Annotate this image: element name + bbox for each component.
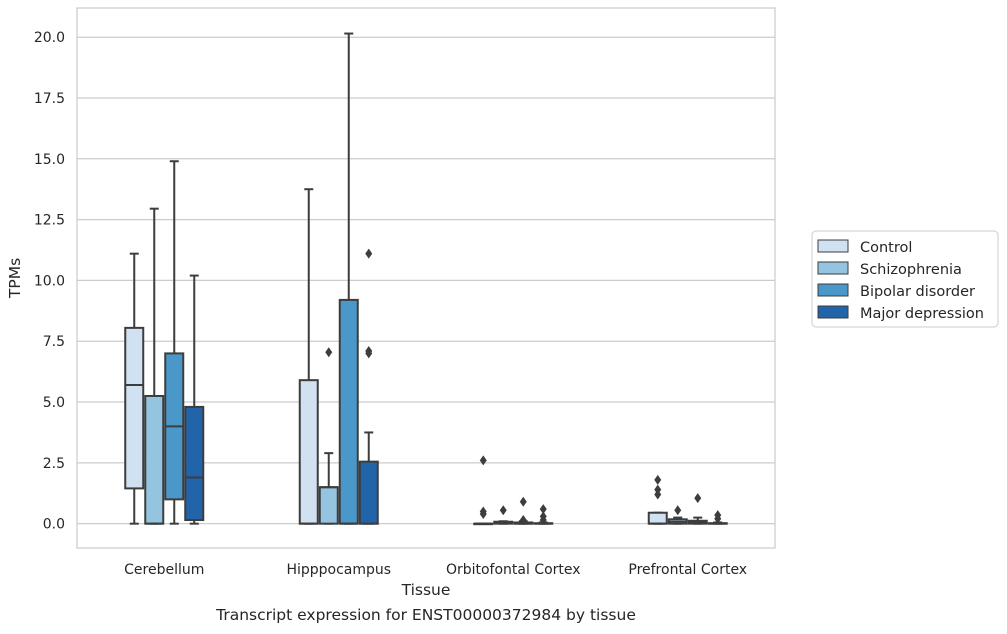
outlier-point <box>654 474 662 485</box>
box-iqr <box>318 486 339 525</box>
y-tick-label: 2.5 <box>43 456 65 472</box>
y-tick-labels: 0.0 2.5 5.0 7.5 10.0 12.5 15.0 17.5 20.0 <box>34 30 65 532</box>
box-bipolar-disorder <box>164 160 185 525</box>
x-tick-label: Prefrontal Cortex <box>628 562 747 578</box>
x-tick-label: Cerebellum <box>124 562 204 578</box>
legend-swatch <box>817 239 849 253</box>
outlier-point <box>365 248 373 259</box>
box-bipolar-disorder <box>513 496 534 526</box>
y-tick-label: 10.0 <box>34 273 65 289</box>
box-schizophrenia <box>667 505 688 525</box>
legend-swatch <box>817 261 849 275</box>
outlier-point <box>654 489 662 500</box>
x-axis-label: Tissue <box>401 581 451 599</box>
y-tick-label: 20.0 <box>34 30 65 46</box>
outlier-point <box>365 348 373 359</box>
box-schizophrenia <box>144 207 165 525</box>
y-tick-label: 0.0 <box>43 517 65 533</box>
outlier-point <box>519 515 527 526</box>
legend-frame <box>811 230 999 328</box>
box-control <box>473 455 494 526</box>
box-major-depression <box>184 274 205 525</box>
y-tick-label: 7.5 <box>43 334 65 350</box>
outlier-point <box>694 493 702 504</box>
box-iqr <box>358 460 379 525</box>
box-iqr <box>298 379 319 525</box>
outlier-point <box>479 455 487 466</box>
plot-frame <box>76 7 776 549</box>
y-axis-label: TPMs <box>6 258 24 299</box>
outlier-point <box>674 505 682 516</box>
legend-label: Control <box>860 240 912 256</box>
box-bipolar-disorder <box>338 32 359 525</box>
outlier-point <box>325 347 333 358</box>
legend-label: Bipolar disorder <box>860 284 975 300</box>
outlier-point <box>539 515 547 526</box>
x-tick-label: Orbitofontal Cortex <box>446 562 581 578</box>
box-control <box>647 474 668 525</box>
y-tick-label: 15.0 <box>34 152 65 168</box>
box-iqr <box>647 511 668 525</box>
box-iqr <box>144 394 165 525</box>
y-tick-label: 12.5 <box>34 213 65 229</box>
legend: Control Schizophrenia Bipolar disorder Majo… <box>811 230 999 328</box>
outlier-point <box>714 513 722 524</box>
box-iqr <box>184 405 205 522</box>
box-control <box>124 252 145 525</box>
y-tick-label: 17.5 <box>34 91 65 107</box>
box-schizophrenia <box>493 505 514 525</box>
x-tick-label: Hipppocampus <box>286 562 391 578</box>
outlier-point <box>479 508 487 519</box>
outlier-point <box>519 496 527 507</box>
legend-label: Schizophrenia <box>860 262 962 278</box>
box-iqr <box>338 298 359 525</box>
outlier-point <box>499 505 507 516</box>
box-control <box>298 188 319 525</box>
box-groups <box>124 32 728 526</box>
figure-caption: Transcript expression for ENST0000037298… <box>216 606 636 624</box>
legend-swatch <box>817 305 849 319</box>
box-major-depression <box>533 504 554 526</box>
x-tick-labels: Cerebellum Hipppocampus Orbitofontal Corte… <box>124 562 747 578</box>
y-tick-label: 5.0 <box>43 395 65 411</box>
box-schizophrenia <box>318 347 339 525</box>
outlier-point <box>539 504 547 515</box>
box-major-depression <box>707 510 728 525</box>
box-iqr <box>124 326 145 490</box>
legend-label: Major depression <box>860 306 984 322</box>
box-major-depression <box>358 248 379 525</box>
box-bipolar-disorder <box>687 493 708 525</box>
legend-swatch <box>817 283 849 297</box>
